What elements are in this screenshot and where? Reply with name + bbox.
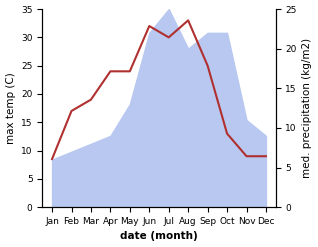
X-axis label: date (month): date (month) xyxy=(120,231,198,242)
Y-axis label: max temp (C): max temp (C) xyxy=(5,72,16,144)
Y-axis label: med. precipitation (kg/m2): med. precipitation (kg/m2) xyxy=(302,38,313,178)
